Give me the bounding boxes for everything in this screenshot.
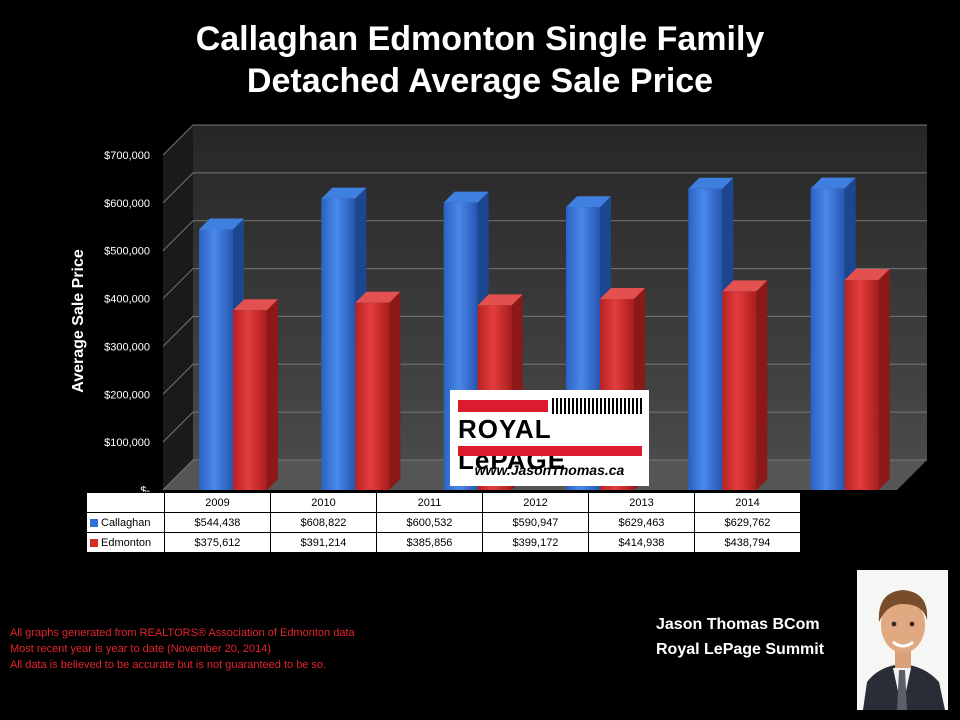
logo-red-bar-bottom	[458, 446, 642, 456]
bar-top	[688, 177, 734, 189]
bar-edmonton-2014	[844, 269, 890, 490]
table-row-edmonton: Edmonton $375,612 $391,214 $385,856 $399…	[86, 532, 801, 553]
gridline	[162, 411, 927, 443]
disclaimer-line-3: All data is believed to be accurate but …	[10, 659, 327, 671]
bar-front	[199, 229, 233, 491]
legend-edmonton: Edmonton	[86, 532, 165, 553]
y-tick-label: $300,000	[104, 341, 150, 353]
bar-front	[233, 310, 267, 490]
y-tick-label: $-	[140, 485, 150, 497]
bar-top	[477, 294, 523, 306]
y-tick-label: $700,000	[104, 150, 150, 162]
title-line-2: Detached Average Sale Price	[246, 62, 714, 100]
data-label-callaghan-2014: $629,762	[694, 512, 801, 533]
bar-top	[844, 269, 890, 281]
footer-disclaimer: All graphs generated from REALTORS® Asso…	[10, 625, 355, 673]
gridline	[162, 268, 927, 299]
gridline	[162, 124, 927, 156]
bar-top	[722, 280, 768, 292]
category-2010: 2010	[270, 492, 377, 513]
table-row-callaghan: Callaghan $544,438 $608,822 $600,532 $59…	[86, 512, 801, 533]
bar-top	[443, 191, 489, 203]
bar-edmonton-2009	[233, 299, 278, 490]
bar-top	[566, 196, 611, 208]
gridline	[162, 459, 927, 491]
series-name-edmonton: Edmonton	[101, 536, 152, 549]
category-2009: 2009	[164, 492, 271, 513]
y-tick-label: $500,000	[104, 246, 150, 258]
chart-title: Callaghan Edmonton Single Family Detache…	[0, 18, 960, 102]
agent-info: Jason Thomas BCom Royal LePage Summit	[656, 612, 824, 662]
gridline	[162, 315, 927, 347]
side-wall	[163, 125, 193, 490]
data-label-edmonton-2013: $414,938	[588, 532, 695, 553]
data-label-callaghan-2010: $608,822	[270, 512, 377, 533]
table-corner	[86, 492, 165, 513]
category-2011: 2011	[376, 492, 483, 513]
category-2012: 2012	[482, 492, 589, 513]
bar-front	[355, 302, 390, 490]
bar-front	[844, 280, 879, 490]
bar-side	[389, 291, 401, 490]
bar-front	[688, 188, 723, 490]
bar-side	[878, 269, 890, 490]
legend-callaghan: Callaghan	[86, 512, 165, 533]
data-label-edmonton-2010: $391,214	[270, 532, 377, 553]
legend-swatch-red	[90, 538, 98, 547]
data-label-callaghan-2009: $544,438	[164, 512, 271, 533]
website-link[interactable]: www.JasonThomas.ca	[474, 462, 625, 478]
data-label-edmonton-2011: $385,856	[376, 532, 483, 553]
agent-portrait-illustration	[863, 590, 945, 710]
bar-edmonton-2013	[722, 280, 768, 490]
legend-swatch-blue	[90, 518, 98, 527]
data-table: 2009 2010 2011 2012 2013 2014 Callaghan …	[86, 492, 801, 553]
gridline	[162, 172, 927, 204]
y-tick-label: $600,000	[104, 198, 150, 210]
logo-barcode-lines	[552, 398, 642, 414]
table-header-row: 2009 2010 2011 2012 2013 2014	[86, 492, 801, 513]
logo-red-bar-top	[458, 400, 548, 412]
agent-photo	[857, 570, 948, 710]
bar-side	[756, 280, 768, 490]
bar-top	[233, 299, 278, 311]
data-label-edmonton-2012: $399,172	[482, 532, 589, 553]
bar-top	[355, 291, 401, 303]
bar-side	[267, 299, 278, 490]
y-tick-label: $400,000	[104, 294, 150, 306]
gridline	[162, 220, 927, 252]
royal-lepage-logo: ROYAL LePAGE www.JasonThomas.ca	[450, 390, 649, 486]
bar-top	[321, 187, 367, 199]
bar-front	[810, 188, 845, 491]
title-line-1: Callaghan Edmonton Single Family	[195, 20, 765, 58]
agent-company: Royal LePage Summit	[656, 641, 825, 658]
y-tick-label: $100,000	[104, 437, 150, 449]
data-label-callaghan-2011: $600,532	[376, 512, 483, 533]
bar-edmonton-2010	[355, 291, 401, 490]
bar-top	[810, 177, 856, 189]
data-label-edmonton-2014: $438,794	[694, 532, 801, 553]
gridline	[162, 363, 927, 395]
bar-top	[600, 287, 645, 299]
bar-front	[722, 291, 757, 490]
disclaimer-line-1: All graphs generated from REALTORS® Asso…	[10, 627, 355, 639]
series-name-callaghan: Callaghan	[101, 516, 151, 529]
disclaimer-line-2: Most recent year is year to date (Novemb…	[10, 643, 272, 655]
bar-top	[199, 218, 244, 230]
category-2014: 2014	[694, 492, 801, 513]
y-tick-label: $200,000	[104, 389, 150, 401]
agent-name: Jason Thomas BCom	[656, 616, 820, 633]
data-label-callaghan-2013: $629,463	[588, 512, 695, 533]
category-2013: 2013	[588, 492, 695, 513]
data-label-edmonton-2009: $375,612	[164, 532, 271, 553]
data-label-callaghan-2012: $590,947	[482, 512, 589, 533]
bar-front	[321, 198, 356, 490]
